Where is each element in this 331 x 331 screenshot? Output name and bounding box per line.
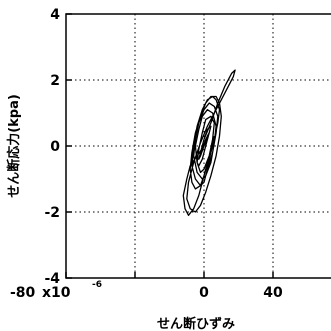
series-group [182,69,236,216]
x-axis-label: せん断ひずみ [157,316,235,331]
x-tick-label: 40 [263,285,283,301]
y-tick-label: 2 [50,73,60,89]
y-tick-label: -4 [44,271,60,287]
y-tick-label: 0 [50,139,60,155]
grid [66,14,331,278]
x-tick-label: -80 [10,285,36,301]
x-tick-label: 0 [199,285,209,301]
y-tick-label: 4 [50,7,60,23]
x-scale-exponent: -6 [92,280,102,290]
x-scale-label: x10 [42,285,71,301]
y-tick-label: -2 [44,205,60,221]
hysteresis-loop-series [182,69,236,216]
y-axis-label: せん断応力(kpa) [6,94,22,198]
